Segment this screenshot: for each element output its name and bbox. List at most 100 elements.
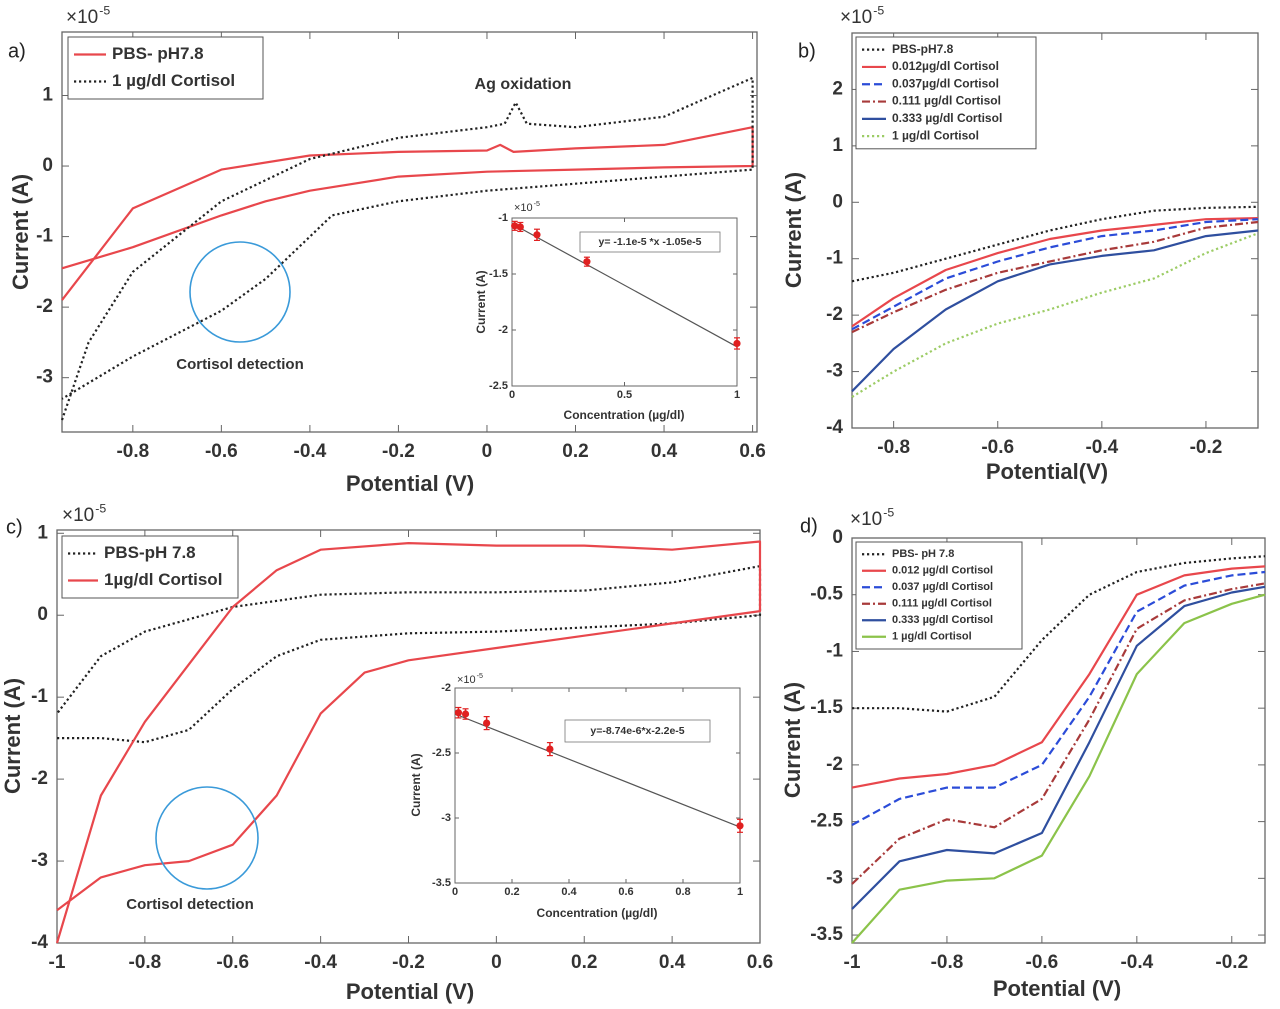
y-tick-label: 0 bbox=[832, 527, 843, 548]
highlight-circle bbox=[155, 786, 259, 890]
fit-equation: y= -1.1e-5 *x -1.05e-5 bbox=[598, 236, 701, 248]
y-tick-label: -1 bbox=[826, 640, 843, 661]
x-tick-label: 0 bbox=[482, 441, 493, 462]
x-tick-label: 0.6 bbox=[739, 441, 765, 462]
legend-label: 0.012µg/dl Cortisol bbox=[892, 59, 999, 73]
x-tick-label: 0.4 bbox=[651, 441, 678, 462]
axis-multiplier-exponent: -5 bbox=[873, 4, 884, 18]
axis-multiplier: ×10 bbox=[66, 7, 98, 28]
x-tick-label: -0.4 bbox=[294, 441, 327, 462]
x-tick-label: -0.6 bbox=[216, 952, 249, 973]
y-axis-label: Current (A) bbox=[409, 753, 423, 816]
data-point bbox=[483, 719, 491, 727]
axis-multiplier: ×10 bbox=[850, 509, 882, 530]
y-tick-label: -3 bbox=[826, 361, 843, 382]
data-point bbox=[533, 231, 541, 239]
x-tick-label: 0.8 bbox=[675, 886, 690, 898]
y-tick-label: 0 bbox=[42, 155, 53, 176]
y-tick-label: 1 bbox=[37, 522, 48, 543]
x-axis-label: Concentration (µg/dl) bbox=[564, 408, 685, 422]
y-tick-label: 1 bbox=[832, 135, 843, 156]
x-tick-label: -0.6 bbox=[981, 437, 1014, 458]
x-tick-label: 1 bbox=[737, 886, 743, 898]
y-tick-label: -3 bbox=[36, 367, 53, 388]
x-tick-label: 0.6 bbox=[747, 952, 773, 973]
data-point bbox=[546, 745, 554, 753]
series-line bbox=[851, 585, 1266, 910]
x-tick-label: 0.4 bbox=[561, 886, 577, 898]
x-tick-label: -1 bbox=[49, 952, 66, 973]
x-tick-label: -0.4 bbox=[1120, 952, 1153, 973]
y-tick-label: -2.5 bbox=[810, 811, 843, 832]
y-tick-label: -1 bbox=[36, 226, 53, 247]
x-tick-label: 0 bbox=[452, 886, 458, 898]
x-tick-label: -0.6 bbox=[1026, 952, 1059, 973]
data-point bbox=[736, 822, 744, 830]
data-point bbox=[733, 339, 741, 348]
legend-label: 1 µg/dl Cortisol bbox=[892, 631, 972, 643]
y-tick-label: 1 bbox=[42, 85, 53, 106]
series-line bbox=[851, 565, 1266, 789]
x-tick-label: -0.8 bbox=[877, 437, 910, 458]
y-tick-label: -1.5 bbox=[810, 697, 843, 718]
legend-box bbox=[855, 541, 1023, 650]
series-line bbox=[60, 76, 754, 421]
axis-multiplier: ×10 bbox=[62, 505, 94, 526]
x-tick-label: -1 bbox=[844, 952, 861, 973]
x-axis-label: Potential (V) bbox=[346, 979, 474, 1004]
x-tick-label: 0 bbox=[491, 952, 502, 973]
x-tick-label: -0.8 bbox=[129, 952, 162, 973]
y-tick-label: 0 bbox=[832, 191, 843, 212]
series-line bbox=[511, 223, 738, 348]
legend-box bbox=[855, 36, 1037, 150]
y-tick-label: -2 bbox=[31, 768, 48, 789]
x-tick-label: 0.4 bbox=[659, 952, 686, 973]
legend-label: 0.333 µg/dl Cortisol bbox=[892, 111, 1002, 125]
y-tick-label: -3 bbox=[31, 850, 48, 871]
annotation: Ag oxidation bbox=[475, 76, 572, 93]
x-tick-label: -0.8 bbox=[931, 952, 964, 973]
legend-label: 0.037µg/dl Cortisol bbox=[892, 76, 999, 90]
x-tick-label: 0.6 bbox=[618, 886, 633, 898]
axis-multiplier: ×10 bbox=[514, 202, 533, 214]
series-line bbox=[851, 229, 1259, 393]
x-tick-label: 0 bbox=[509, 389, 515, 401]
y-axis-label: Current (A) bbox=[781, 172, 806, 288]
legend-label: 0.333 µg/dl Cortisol bbox=[892, 614, 993, 626]
highlight-circle bbox=[189, 241, 291, 343]
series-line bbox=[56, 565, 762, 744]
equation-box bbox=[579, 231, 721, 253]
y-tick-label: -2 bbox=[441, 682, 451, 694]
fit-equation: y=-8.74e-6*x-2.2e-5 bbox=[590, 725, 684, 737]
y-tick-label: -2 bbox=[498, 324, 508, 336]
y-tick-label: -3 bbox=[441, 812, 451, 824]
series-line bbox=[454, 713, 741, 828]
y-tick-label: -1 bbox=[31, 686, 48, 707]
series-line bbox=[851, 218, 1259, 331]
series-line bbox=[851, 593, 1266, 944]
x-tick-label: -0.2 bbox=[1190, 437, 1223, 458]
plot-area bbox=[454, 687, 741, 884]
annotation: Cortisol detection bbox=[176, 356, 304, 373]
y-tick-label: -3.5 bbox=[810, 924, 843, 945]
data-point bbox=[461, 710, 470, 718]
x-tick-label: 0.5 bbox=[617, 389, 632, 401]
panel-label: b) bbox=[798, 40, 816, 62]
x-axis-label: Potential(V) bbox=[986, 459, 1108, 484]
y-axis-label: Current (A) bbox=[474, 270, 488, 333]
x-tick-label: -0.8 bbox=[116, 441, 149, 462]
series-line bbox=[851, 220, 1259, 334]
legend-label: PBS- pH7.8 bbox=[112, 44, 204, 63]
y-tick-label: 2 bbox=[832, 78, 843, 99]
axis-multiplier: ×10 bbox=[457, 674, 476, 686]
y-tick-label: -2.5 bbox=[489, 380, 508, 392]
y-axis-label: Current (A) bbox=[0, 678, 25, 794]
data-point bbox=[516, 223, 524, 231]
legend-label: 1 µg/dl Cortisol bbox=[112, 71, 235, 90]
y-tick-label: -2 bbox=[36, 296, 53, 317]
x-tick-label: 0.2 bbox=[504, 886, 519, 898]
data-point bbox=[511, 222, 519, 230]
x-tick-label: -0.6 bbox=[205, 441, 238, 462]
x-tick-label: 1 bbox=[734, 389, 740, 401]
series-line bbox=[852, 555, 1266, 713]
